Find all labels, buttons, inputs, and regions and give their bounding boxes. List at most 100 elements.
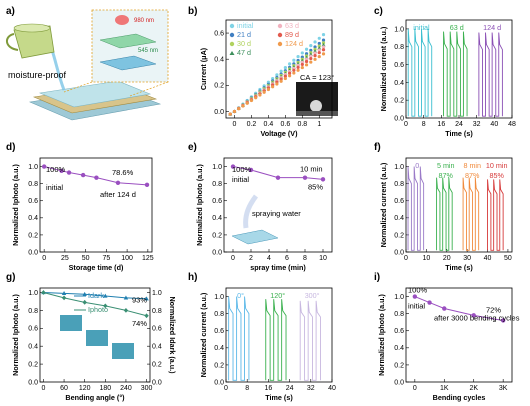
group-percent: 87%: [465, 171, 480, 180]
chart-h: h) 0 8 16 24 32 40 0.0 0.2 0.4 0.6 0.8 1.0 Time (s) No…: [188, 272, 336, 402]
y-tick-label: 0.4: [214, 57, 224, 64]
data-point: [500, 318, 506, 323]
data-point: [241, 104, 245, 108]
plot-frame: [39, 157, 153, 253]
x-tick-label: 3K: [499, 385, 508, 392]
chart-d: d) 0 25 50 75 100 125 0.0 0.2 0.4 0.6 0.8 1.0 Storage…: [6, 142, 154, 272]
data-point: [309, 60, 313, 64]
x-axis-label: Bending cycles: [433, 393, 486, 402]
x-tick-label: 0: [231, 255, 235, 262]
annotation: 85%: [308, 182, 323, 191]
data-point: [412, 294, 418, 299]
x-tick-label: 8: [303, 255, 307, 262]
data-point: [321, 41, 326, 45]
y2-tick-label: 0.6: [152, 326, 162, 333]
x-tick-label: 32: [307, 385, 315, 392]
y2-tick-label: 0.2: [152, 361, 162, 368]
group-label: 8 min: [463, 161, 481, 170]
x-tick-label: 8: [422, 121, 426, 128]
pulse-trace: [299, 300, 321, 381]
data-point: [41, 290, 46, 295]
y-axis-label: Normalized Iphoto (a.u.): [377, 293, 386, 375]
data-point: [115, 180, 121, 185]
y-tick-label: 0.0: [394, 249, 404, 256]
data-point: [313, 57, 317, 61]
data-point: [304, 52, 309, 56]
pulse-trace: [228, 296, 250, 381]
pulse-trace: [265, 299, 287, 381]
data-point: [66, 170, 72, 175]
data-point: [103, 303, 108, 309]
data-point: [262, 90, 266, 94]
legend-marker: [229, 32, 235, 38]
pulse-group-2: [462, 177, 480, 251]
y-tick-label: 1.0: [28, 164, 38, 171]
y-tick-label: 0.2: [212, 232, 222, 239]
data-point: [317, 48, 321, 52]
data-point: [275, 73, 279, 77]
annotation: 93%: [132, 296, 147, 305]
data-point: [254, 96, 258, 100]
x-tick-label: 8: [245, 385, 249, 392]
x-tick-label: 40: [328, 385, 336, 392]
red-light-glow: [115, 15, 129, 25]
annotation: after 3000 bending cycles: [434, 314, 520, 323]
annotation: initial: [46, 183, 63, 192]
group-label: 0: [415, 161, 419, 170]
data-point: [304, 59, 309, 64]
y-tick-label: 0.2: [214, 83, 224, 90]
y-tick-label: 0.2: [394, 98, 404, 105]
data-point: [288, 62, 292, 66]
y-tick-label: 0.8: [212, 181, 222, 188]
y-axis-label: Normalized Iphoto (a.u.): [11, 293, 20, 375]
data-point: [94, 175, 99, 180]
x-tick-label: 0.2: [247, 121, 257, 128]
annotation: 78.6%: [112, 168, 134, 177]
annotation: 74%: [132, 319, 147, 328]
y-tick-label: 0.8: [394, 311, 404, 318]
legend-entry: 89 d: [285, 30, 299, 39]
y-tick-label: 0.6: [214, 328, 224, 335]
pulse-trace: [407, 28, 433, 117]
x-tick-label: 125: [142, 255, 154, 262]
pulse-group-1: [443, 31, 468, 117]
y-tick-label: 1.0: [212, 164, 222, 171]
group-label: 300°: [305, 291, 320, 300]
pulse-trace: [407, 166, 425, 251]
group-label: initial: [413, 23, 430, 32]
legend-entry: 30 d: [237, 39, 251, 48]
x-tick-label: 4: [267, 255, 271, 262]
emission-layer: [99, 33, 157, 49]
data-point: [304, 57, 309, 61]
x-tick-label: 0: [224, 385, 228, 392]
data-point: [313, 54, 317, 58]
group-label: 10 min: [486, 161, 508, 170]
data-point: [283, 76, 287, 81]
data-point: [82, 291, 87, 296]
x-tick-label: 24: [455, 121, 463, 128]
y-axis-label: Normalized current (a.u.): [379, 162, 388, 247]
contact-angle-text: CA = 123°: [300, 73, 334, 82]
device-top-layer: [38, 80, 152, 108]
bending-photo-2: [86, 330, 108, 346]
data-point: [61, 295, 67, 301]
data-point: [232, 109, 237, 114]
panel-label-c: c): [374, 6, 383, 17]
annotation: 100%: [408, 286, 428, 295]
data-point: [288, 74, 292, 78]
data-point: [309, 54, 313, 58]
annotation: after 124 d: [100, 190, 136, 199]
legend-marker: [277, 32, 283, 38]
legend-marker: [277, 23, 283, 29]
cup-icon: [6, 23, 55, 59]
y-tick-label: 0.4: [28, 344, 38, 351]
annotation: 10 min: [300, 164, 323, 173]
plot-frame: [39, 287, 151, 383]
y2-tick-label: 0.0: [152, 379, 162, 386]
x-tick-label: 10: [319, 255, 327, 262]
data-point: [313, 45, 317, 49]
spray-illustration: [231, 194, 279, 245]
x-tick-label: 100: [121, 255, 133, 262]
series-line-Iphoto: [43, 291, 147, 317]
y-axis-label: Normalized Iphoto (a.u.): [195, 163, 204, 245]
